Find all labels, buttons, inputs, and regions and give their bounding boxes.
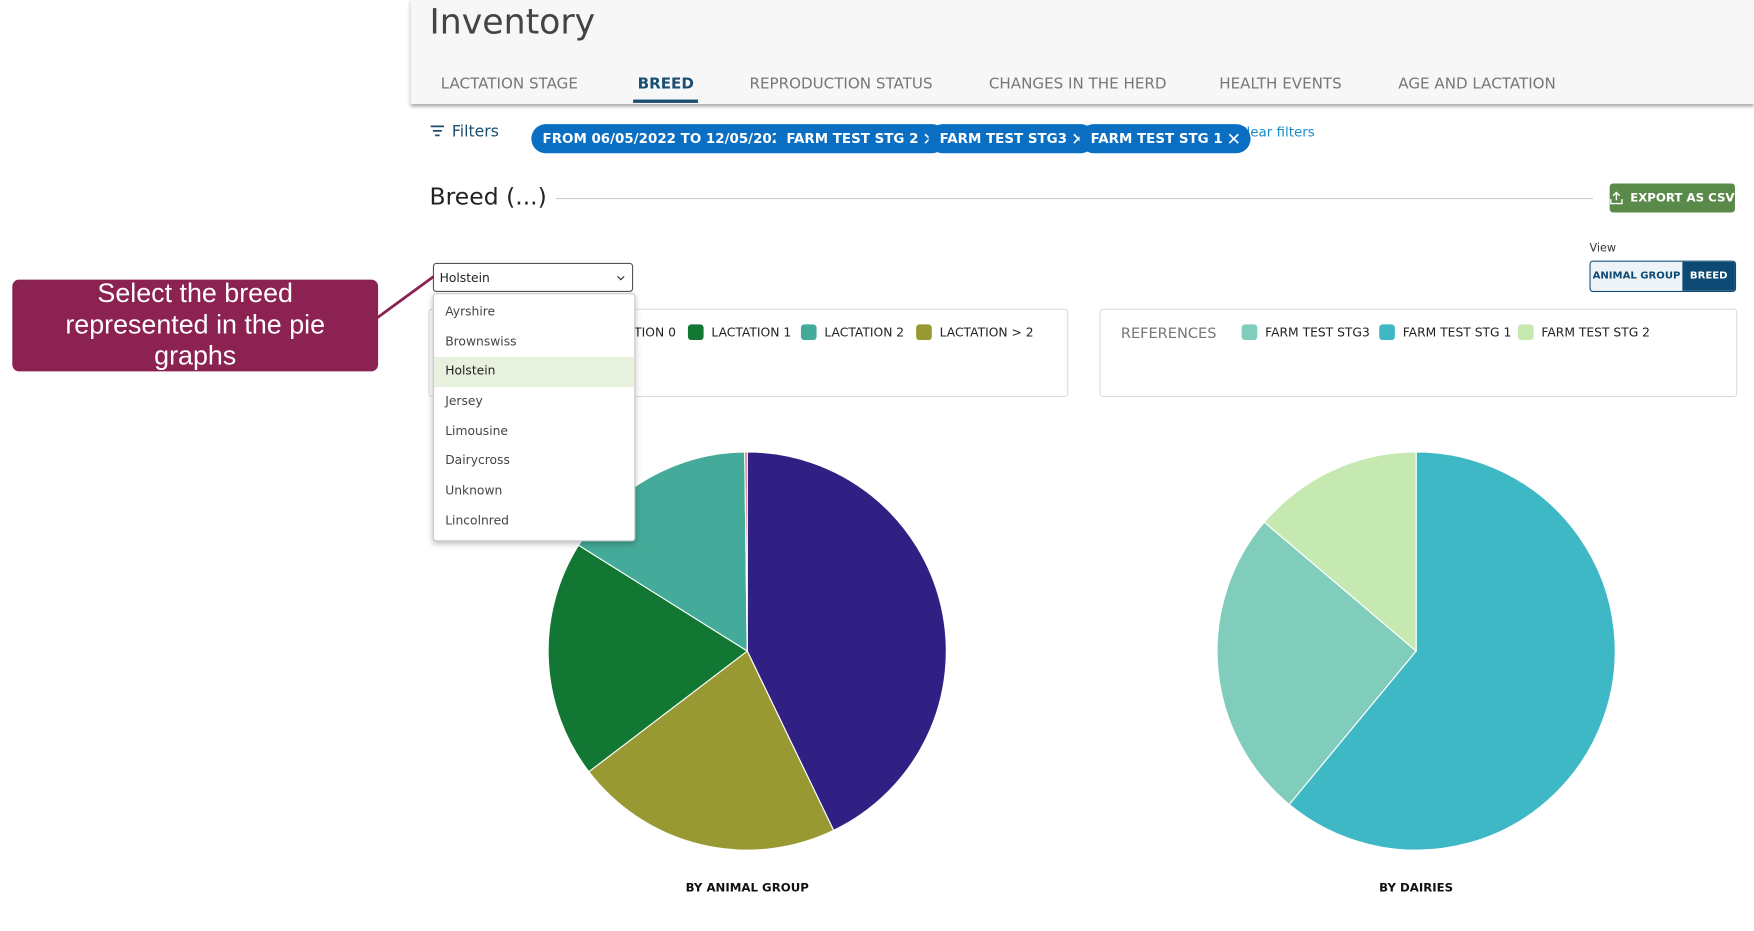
upload-icon	[1610, 191, 1624, 205]
top-bar	[410, 0, 1754, 105]
chart-title: BY DAIRIES	[1379, 881, 1453, 895]
legend-item: FARM TEST STG 1	[1379, 324, 1512, 341]
view-toggle: ANIMAL GROUP BREED	[1589, 260, 1737, 292]
chip-label: FARM TEST STG 2	[786, 130, 919, 147]
pie-slice	[1288, 451, 1616, 851]
breed-option[interactable]: Jersey	[445, 393, 483, 409]
legend-label: LACTATION 1	[711, 324, 792, 340]
pie-slice	[547, 544, 749, 773]
view-option[interactable]: BREED	[1682, 261, 1735, 291]
breed-option[interactable]: Dairycross	[445, 453, 510, 469]
chip-label: FARM TEST STG 1	[1090, 130, 1223, 147]
legend-item: LACTATION 1	[687, 324, 792, 341]
callout: Select the breed represented in the pie …	[12, 279, 379, 372]
legend-label: FARM TEST STG 2	[1541, 324, 1651, 340]
pie-chart: BY DAIRIES	[1216, 451, 1616, 895]
legend-swatch	[1241, 324, 1258, 341]
legend-title: REFERENCES	[1120, 325, 1217, 343]
tab[interactable]: AGE AND LACTATION	[1398, 74, 1556, 93]
tab[interactable]: BREED	[633, 74, 699, 103]
remove-icon[interactable]	[1228, 133, 1239, 144]
breed-option[interactable]: Brownswiss	[445, 334, 517, 349]
breed-option[interactable]: Ayrshire	[445, 304, 496, 319]
legend-swatch	[916, 324, 932, 341]
selected-breed: Holstein	[439, 270, 490, 286]
chart-title: BY ANIMAL GROUP	[686, 881, 810, 895]
legend-swatch	[800, 324, 817, 341]
view-option[interactable]: ANIMAL GROUP	[1590, 261, 1683, 291]
tab[interactable]: REPRODUCTION STATUS	[749, 74, 933, 93]
legend-item: FARM TEST STG3	[1241, 324, 1370, 341]
pie-slice	[588, 650, 835, 851]
filter-chip[interactable]: FARM TEST STG 1	[1079, 124, 1251, 154]
legend-label: FARM TEST STG 1	[1402, 324, 1512, 340]
filter-chip[interactable]: FARM TEST STG3	[928, 124, 1095, 154]
pie-slice	[1216, 521, 1417, 806]
legend-swatch	[1517, 324, 1534, 341]
pie-slice	[1263, 451, 1417, 653]
legend-item: FARM TEST STG 2	[1517, 324, 1651, 341]
legend-swatch	[687, 324, 704, 341]
filters-button[interactable]: Filters	[430, 123, 499, 141]
callout-pointer	[375, 275, 435, 320]
legend-swatch	[1379, 324, 1395, 341]
export-button[interactable]: EXPORT AS CSV	[1609, 183, 1735, 213]
filter-chip[interactable]: FARM TEST STG 2	[775, 124, 947, 154]
legend-label: FARM TEST STG3	[1265, 324, 1370, 340]
legend-label: LACTATION 2	[824, 324, 905, 340]
remove-cross	[1228, 133, 1239, 144]
breed-select[interactable]: Holstein	[432, 262, 634, 292]
filter-icon	[430, 125, 445, 137]
tab[interactable]: CHANGES IN THE HERD	[988, 74, 1167, 93]
export-label: EXPORT AS CSV	[1630, 191, 1735, 205]
legend-item: LACTATION > 2	[916, 324, 1034, 341]
legend-box	[428, 308, 1069, 398]
legend-item: LACTATION 2	[800, 324, 905, 341]
page-title: Inventory	[429, 2, 596, 43]
tab[interactable]: LACTATION STAGE	[440, 74, 578, 93]
pie-slice	[744, 451, 748, 652]
chip-label: FARM TEST STG3	[939, 130, 1068, 147]
filters-label: Filters	[451, 123, 499, 141]
legend-label: LACTATION > 2	[939, 324, 1034, 340]
chip-label: FROM 06/05/2022 TO 12/05/2022	[542, 130, 791, 147]
breed-option[interactable]: Holstein	[434, 357, 635, 388]
breed-option[interactable]: Limousine	[445, 423, 509, 439]
tab[interactable]: HEALTH EVENTS	[1219, 74, 1342, 93]
divider	[555, 197, 1593, 200]
section-title: Breed (...)	[429, 183, 547, 211]
chevron	[617, 275, 625, 281]
clear-filters[interactable]: Clear filters	[1237, 124, 1315, 140]
view-label: View	[1589, 242, 1617, 256]
breed-options: Ayrshire Brownswiss Holstein Jersey Limousin…	[432, 293, 636, 542]
pie-slice	[746, 451, 947, 832]
breed-option[interactable]: Unknown	[445, 483, 503, 498]
breed-option[interactable]: Lincolnred	[445, 513, 509, 528]
filter-chip[interactable]: FROM 06/05/2022 TO 12/05/2022	[531, 124, 802, 154]
legend-box: REFERENCES	[1099, 308, 1738, 398]
